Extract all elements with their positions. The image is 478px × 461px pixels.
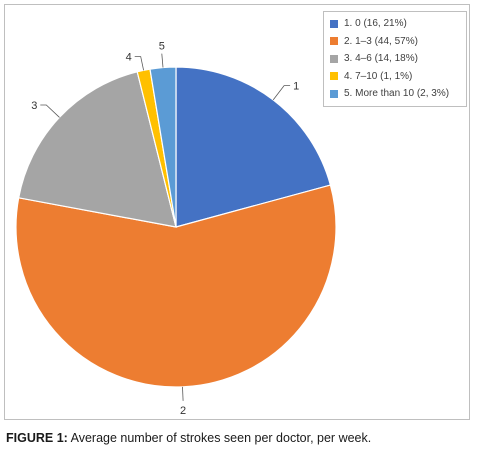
legend-label-4: 4. 7–10 (1, 1%) <box>344 70 413 82</box>
slice-label-5: 5 <box>159 41 165 53</box>
legend-swatch-5 <box>330 89 338 98</box>
caption-prefix: FIGURE 1: <box>6 431 68 445</box>
pie-chart: 1 2 3 4 5 <box>15 41 337 417</box>
leader-line-3 <box>40 104 60 118</box>
legend-item-5: 5. More than 10 (2, 3%) <box>330 85 460 103</box>
legend-item-2: 2. 1–3 (44, 57%) <box>330 33 460 51</box>
caption-text: Average number of strokes seen per docto… <box>67 431 372 445</box>
legend: 1. 0 (16, 21%) 2. 1–3 (44, 57%) 3. 4–6 (14… <box>323 11 467 107</box>
legend-label-3: 3. 4–6 (14, 18%) <box>344 53 418 65</box>
legend-item-4: 4. 7–10 (1, 1%) <box>330 68 460 86</box>
legend-swatch-1 <box>330 19 338 28</box>
figure-caption: FIGURE 1: Average number of strokes seen… <box>6 431 371 445</box>
legend-label-1: 1. 0 (16, 21%) <box>344 18 407 30</box>
slice-label-4: 4 <box>126 52 132 64</box>
leader-line-4 <box>134 56 144 71</box>
pie-slice-2 <box>15 184 337 388</box>
legend-item-1: 1. 0 (16, 21%) <box>330 15 460 33</box>
leader-line-5 <box>161 53 164 68</box>
slice-label-1: 1 <box>293 81 299 93</box>
legend-swatch-3 <box>330 54 338 63</box>
leader-line-1 <box>272 85 291 101</box>
pie-slice-5 <box>149 66 177 228</box>
leader-line-2 <box>182 386 184 401</box>
slice-label-2: 2 <box>180 405 186 417</box>
legend-swatch-4 <box>330 72 338 81</box>
legend-label-5: 5. More than 10 (2, 3%) <box>344 88 450 100</box>
legend-swatch-2 <box>330 37 338 46</box>
slice-label-3: 3 <box>31 100 37 112</box>
pie-slice-1 <box>175 66 332 228</box>
legend-item-3: 3. 4–6 (14, 18%) <box>330 50 460 68</box>
chart-frame: 1 2 3 4 5 1. 0 (16, 21%) 2. 1–3 (44, 57%) 3. 4… <box>4 4 470 420</box>
legend-label-2: 2. 1–3 (44, 57%) <box>344 35 418 47</box>
